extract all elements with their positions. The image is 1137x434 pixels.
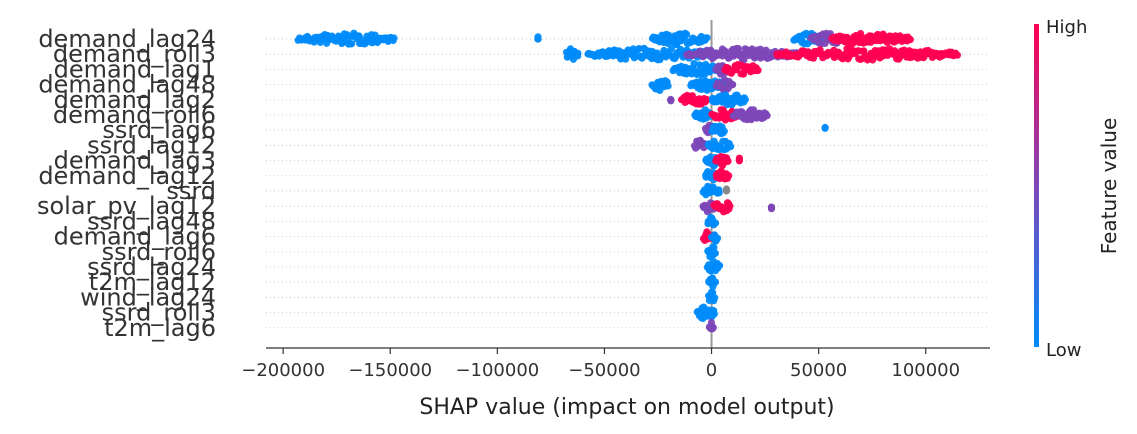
data-point xyxy=(754,66,762,74)
feature-label: demand_roll3 xyxy=(53,40,216,68)
feature-label: ssrd_lag6 xyxy=(102,116,216,144)
data-point xyxy=(703,34,711,42)
data-point xyxy=(711,294,719,302)
data-point xyxy=(741,95,750,104)
feature-labels: demand_lag24demand_roll3demand_lag1deman… xyxy=(37,25,216,342)
x-axis-ticks: −200000 −150000 −100000 −50000 0 50000 100000 xyxy=(241,348,960,381)
data-point xyxy=(707,46,715,54)
data-point xyxy=(726,202,734,210)
colorbar-title: Feature value xyxy=(1097,118,1121,255)
feature-label: ssrd_roll3 xyxy=(102,299,216,327)
x-tick-label: −200000 xyxy=(241,360,325,381)
feature-label: demand_lag2 xyxy=(54,86,216,114)
data-point xyxy=(767,205,776,213)
data-point xyxy=(734,45,743,53)
data-point xyxy=(683,30,691,38)
feature-label: demand_roll6 xyxy=(53,101,216,129)
feature-label: t2m_lag6 xyxy=(104,314,216,342)
data-point xyxy=(711,249,719,257)
data-point xyxy=(709,323,717,331)
data-point xyxy=(906,36,914,44)
feature-label: ssrd xyxy=(166,177,216,205)
feature-label: ssrd_lag48 xyxy=(87,207,216,235)
x-tick-label: 0 xyxy=(706,360,717,381)
data-point xyxy=(720,127,728,135)
data-point xyxy=(713,234,722,242)
colorbar-gradient xyxy=(1034,24,1039,347)
feature-label: demand_lag48 xyxy=(38,71,216,99)
feature-label: demand_lag24 xyxy=(38,25,216,53)
feature-label: solar_pv_lag12 xyxy=(37,192,216,220)
data-point xyxy=(390,34,398,42)
data-point xyxy=(574,49,582,57)
data-point xyxy=(729,81,737,89)
x-axis-title: SHAP value (impact on model output) xyxy=(419,395,834,420)
x-tick-label: −100000 xyxy=(455,360,539,381)
data-point xyxy=(727,143,735,151)
data-point xyxy=(710,244,718,252)
data-point xyxy=(343,31,351,39)
x-tick-label: −150000 xyxy=(348,360,432,381)
colorbar: High Low Feature value xyxy=(1034,17,1121,361)
feature-label: demand_lag6 xyxy=(54,223,216,251)
feature-label: ssrd_lag12 xyxy=(87,131,216,159)
data-point xyxy=(667,45,676,53)
data-point xyxy=(664,82,672,90)
feature-label: demand_lag12 xyxy=(38,162,216,190)
x-axis: −200000 −150000 −100000 −50000 0 50000 100000 … xyxy=(241,347,990,420)
data-point xyxy=(740,56,748,64)
data-point xyxy=(722,185,731,193)
feature-label: demand_lag1 xyxy=(54,55,216,83)
data-point xyxy=(857,29,865,38)
data-point xyxy=(953,51,962,59)
data-point xyxy=(735,154,744,162)
data-point xyxy=(724,157,732,165)
data-point xyxy=(348,40,356,48)
beeswarm-points xyxy=(294,29,962,333)
data-point xyxy=(725,172,733,180)
data-point xyxy=(716,261,724,270)
data-point xyxy=(763,112,771,120)
data-point xyxy=(690,60,698,68)
x-tick-label: 100000 xyxy=(891,360,960,381)
data-point xyxy=(703,96,711,104)
feature-label: wind_lag24 xyxy=(80,283,216,311)
data-point xyxy=(667,96,675,104)
feature-label: ssrd_lag24 xyxy=(87,253,216,281)
colorbar-low-label: Low xyxy=(1046,340,1081,361)
data-point xyxy=(710,310,718,318)
data-point xyxy=(712,219,720,227)
feature-label: demand_lag3 xyxy=(54,147,216,175)
data-point xyxy=(821,123,829,132)
x-tick-label: 50000 xyxy=(790,360,847,381)
feature-label: t2m_lag12 xyxy=(89,268,216,296)
data-point xyxy=(715,189,723,197)
data-point xyxy=(711,278,720,286)
feature-label: ssrd_roll6 xyxy=(102,238,216,266)
data-point xyxy=(534,35,542,43)
x-tick-label: −50000 xyxy=(568,360,640,381)
row-gridlines xyxy=(266,38,990,329)
colorbar-high-label: High xyxy=(1046,17,1087,38)
